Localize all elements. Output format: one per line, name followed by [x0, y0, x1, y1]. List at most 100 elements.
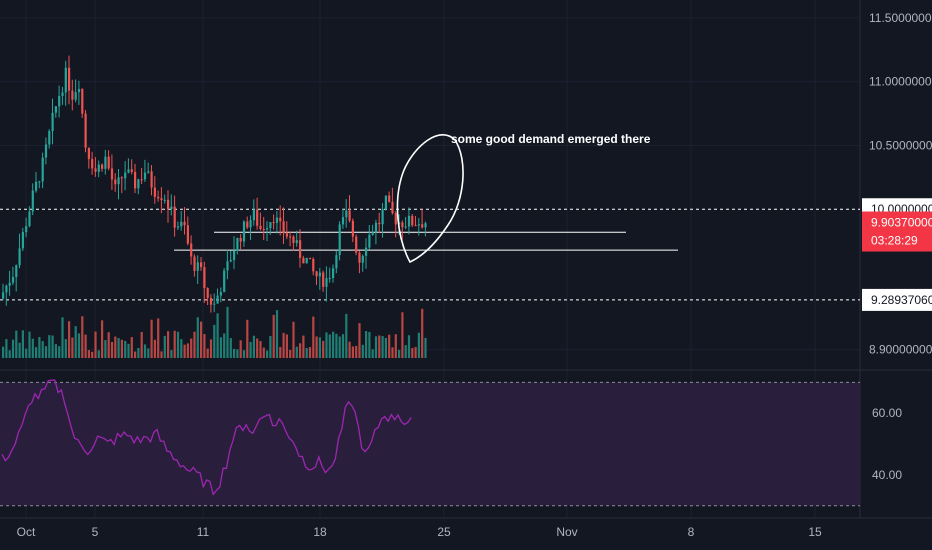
volume-bar — [325, 332, 328, 358]
candle — [77, 80, 81, 105]
date-tick-1: 5 — [92, 525, 99, 539]
candle — [137, 178, 140, 195]
date-axis[interactable]: Oct 5 11 18 25 Nov 8 15 — [17, 525, 822, 539]
rsi-axis[interactable]: 60.00 40.00 — [872, 406, 902, 482]
volume-bar — [414, 346, 417, 358]
volume-bar — [173, 330, 176, 358]
volume-bar — [272, 314, 275, 358]
candle — [414, 216, 417, 227]
volume-bar — [117, 338, 120, 358]
candle — [226, 249, 229, 280]
candle — [35, 171, 38, 193]
volume-bar — [219, 337, 222, 358]
candle — [38, 180, 41, 189]
candle — [104, 149, 107, 175]
volume-bar — [424, 337, 427, 358]
candle — [147, 162, 150, 174]
volume-bar — [97, 350, 100, 358]
candle — [308, 257, 312, 260]
volume-bar — [262, 347, 265, 358]
annotation-text[interactable]: some good demand emerged there — [451, 132, 651, 146]
volume-bar — [285, 334, 288, 358]
volume-bar — [239, 340, 242, 358]
volume-bar — [417, 332, 420, 358]
candle — [391, 187, 394, 215]
volume-bar — [391, 347, 394, 358]
volume-bar — [196, 317, 199, 358]
date-tick-4: 25 — [437, 525, 451, 539]
candle — [424, 221, 427, 237]
volume-bar — [338, 336, 341, 358]
candle — [101, 163, 104, 172]
candle — [219, 287, 222, 303]
candle — [173, 195, 176, 237]
candle — [282, 207, 285, 244]
current-price-text: 9.90370000 — [871, 216, 932, 230]
candle — [193, 254, 196, 277]
volume-bar — [348, 341, 351, 358]
volume-bar — [381, 336, 384, 358]
candle — [285, 221, 288, 240]
candle — [190, 235, 193, 265]
volume-bar — [71, 337, 74, 358]
candle — [318, 267, 321, 290]
candle — [351, 218, 354, 243]
candle — [84, 110, 87, 153]
volume-bar — [365, 331, 368, 358]
price-axis[interactable]: 11.50000000 11.00000000 10.50000000 8.90… — [869, 11, 932, 357]
volume-bar — [48, 335, 51, 358]
volume-bar — [180, 339, 183, 358]
candle — [81, 88, 84, 118]
volume-bar — [371, 349, 374, 358]
candle — [295, 230, 298, 247]
candle — [256, 197, 259, 230]
volume-bar — [384, 337, 387, 358]
candle — [335, 250, 338, 274]
volume-bar — [5, 339, 8, 358]
rsi-tick-60: 60.00 — [872, 406, 902, 420]
volume-bar — [401, 312, 404, 358]
support-tag: 9.28937060 — [862, 288, 932, 311]
volume-bar — [249, 341, 252, 358]
volume-bar — [236, 349, 239, 358]
candle — [325, 266, 328, 302]
volume-bar — [345, 313, 348, 358]
candle — [275, 211, 279, 234]
volume-bar — [51, 335, 54, 358]
candle — [233, 236, 236, 270]
candle — [180, 210, 183, 231]
candle — [68, 55, 71, 105]
candle — [18, 233, 21, 269]
current-price-tag: 9.90370000 03:28:29 — [862, 211, 932, 252]
date-tick-3: 18 — [313, 525, 327, 539]
candle — [143, 159, 147, 183]
candle — [48, 129, 51, 149]
volume-bar — [407, 335, 411, 358]
volume-bar — [206, 348, 209, 358]
candle — [28, 206, 31, 228]
volume-bar — [332, 331, 335, 358]
candle — [358, 251, 361, 274]
volume-bar — [134, 351, 137, 358]
candle — [269, 222, 272, 235]
volume-bar — [305, 347, 308, 358]
candle — [332, 264, 335, 283]
candle — [117, 169, 120, 200]
candle — [186, 216, 189, 246]
volume-bar — [233, 348, 236, 358]
volume-bar — [252, 335, 255, 358]
volume-bar — [335, 333, 338, 358]
volume-bar — [114, 336, 117, 358]
candle — [401, 220, 404, 240]
volume-bar — [74, 326, 77, 358]
volume-bar — [292, 321, 295, 358]
demand-circle-drawing[interactable] — [396, 134, 464, 264]
volume-bar — [8, 350, 11, 358]
volume-bar — [213, 324, 216, 358]
volume-bar — [186, 343, 189, 358]
volume-bar — [216, 313, 219, 358]
volume-bar — [84, 334, 87, 358]
candle — [305, 257, 308, 264]
date-tick-5: Nov — [556, 525, 577, 539]
